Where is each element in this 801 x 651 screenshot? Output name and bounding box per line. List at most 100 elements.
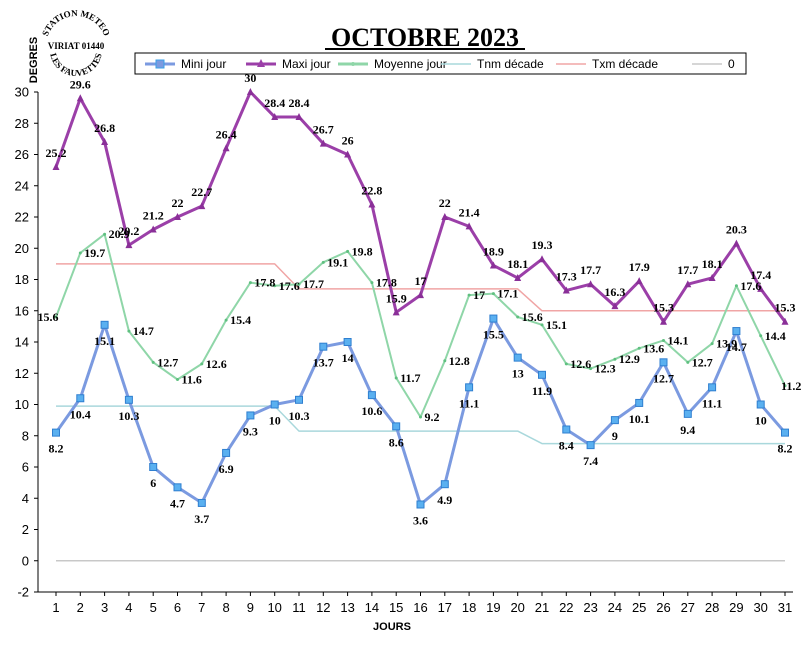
label-moyenne-5: 12.7 (157, 355, 178, 369)
x-axis-title: JOURS (373, 621, 411, 633)
marker-moyenne-28 (710, 342, 714, 346)
label-maxi-4: 20.2 (118, 224, 139, 238)
legend-label-3: Tnm décade (477, 57, 544, 71)
label-maxi-25: 17.9 (629, 260, 650, 274)
label-maxi-2: 29.6 (70, 77, 91, 91)
label-moyenne-19: 17.1 (497, 287, 518, 301)
x-tick-label: 9 (247, 600, 254, 615)
marker-maxi-28 (708, 273, 716, 281)
marker-maxi-26 (660, 317, 667, 325)
y-tick-label: 12 (15, 366, 29, 381)
x-tick-label: 5 (150, 600, 157, 615)
marker-moyenne-5 (151, 360, 155, 364)
label-moyenne-20: 15.6 (522, 310, 543, 324)
label-maxi-14: 22.8 (361, 184, 382, 198)
legend-label-1: Maxi jour (282, 57, 331, 71)
x-tick-label: 13 (340, 600, 354, 615)
marker-moyenne-12 (321, 260, 325, 264)
y-tick-label: 6 (22, 460, 29, 475)
y-tick-label: 4 (22, 491, 29, 506)
label-mini-15: 8.6 (389, 435, 404, 449)
label-maxi-12: 26.7 (313, 123, 334, 137)
marker-mini-22 (562, 425, 571, 434)
legend-marker-0 (155, 59, 165, 69)
label-mini-21: 11.9 (532, 384, 552, 398)
marker-mini-21 (538, 370, 546, 379)
marker-moyenne-26 (662, 338, 665, 342)
marker-maxi-1 (52, 163, 60, 170)
y-tick-label: 2 (22, 522, 29, 537)
x-tick-label: 20 (510, 600, 524, 615)
x-tick-label: 3 (101, 600, 108, 615)
marker-moyenne-22 (564, 362, 568, 366)
x-tick-label: 4 (125, 600, 132, 615)
label-mini-25: 10.1 (629, 412, 650, 426)
marker-moyenne-14 (370, 281, 374, 285)
marker-mini-13 (343, 338, 352, 346)
label-mini-4: 10.3 (118, 409, 139, 423)
marker-moyenne-31 (783, 384, 787, 388)
label-mini-22: 8.4 (559, 439, 574, 453)
y-tick-label: 22 (15, 210, 29, 225)
label-mini-2: 10.4 (70, 407, 91, 421)
label-mini-17: 4.9 (437, 493, 452, 507)
marker-moyenne-19 (491, 292, 495, 296)
marker-moyenne-1 (54, 315, 58, 319)
marker-maxi-3 (101, 138, 109, 145)
marker-moyenne-10 (273, 284, 277, 288)
x-tick-label: 31 (778, 600, 792, 615)
marker-maxi-7 (198, 202, 206, 210)
marker-mini-2 (76, 394, 85, 403)
label-moyenne-14: 17.8 (376, 276, 397, 290)
marker-maxi-29 (732, 239, 740, 247)
marker-moyenne-9 (248, 281, 252, 285)
label-maxi-9: 30 (244, 71, 256, 85)
label-moyenne-10: 17.6 (279, 279, 300, 293)
label-mini-8: 6.9 (219, 462, 234, 476)
label-maxi-15: 15.9 (386, 291, 407, 305)
label-maxi-3: 26.8 (94, 121, 115, 135)
label-moyenne-12: 19.1 (327, 255, 348, 269)
label-moyenne-27: 12.7 (692, 355, 713, 369)
label-maxi-28: 18.1 (702, 257, 723, 271)
label-maxi-31: 15.3 (775, 301, 796, 315)
marker-mini-5 (149, 463, 158, 471)
x-tick-label: 28 (705, 600, 719, 615)
marker-mini-3 (100, 320, 109, 329)
legend-marker-2 (351, 62, 355, 66)
label-mini-1: 8.2 (49, 442, 64, 456)
marker-moyenne-3 (103, 232, 107, 236)
marker-mini-18 (465, 383, 474, 392)
label-maxi-8: 26.4 (216, 127, 237, 141)
x-tick-label: 12 (316, 600, 330, 615)
y-tick-label: 14 (15, 335, 29, 350)
x-tick-label: 23 (583, 600, 597, 615)
series-markers (52, 88, 789, 509)
label-moyenne-28: 13.9 (716, 337, 737, 351)
marker-maxi-13 (344, 150, 352, 158)
marker-moyenne-4 (127, 329, 131, 333)
marker-mini-16 (416, 500, 425, 509)
marker-maxi-19 (489, 261, 497, 269)
marker-moyenne-20 (516, 315, 520, 319)
marker-moyenne-6 (176, 378, 179, 381)
marker-mini-26 (659, 358, 668, 367)
marker-maxi-25 (635, 277, 643, 285)
label-mini-7: 3.7 (194, 512, 209, 526)
marker-mini-14 (367, 391, 376, 400)
marker-mini-1 (52, 428, 60, 437)
chart-title: OCTOBRE 2023 (331, 23, 519, 52)
x-tick-label: 27 (681, 600, 695, 615)
marker-mini-11 (295, 395, 303, 404)
label-maxi-6: 22 (172, 196, 184, 210)
y-tick-label: 24 (15, 178, 29, 193)
marker-maxi-20 (514, 273, 522, 281)
label-mini-12: 13.7 (313, 356, 334, 370)
marker-moyenne-24 (613, 357, 617, 361)
marker-mini-31 (781, 428, 789, 437)
x-tick-label: 29 (729, 600, 743, 615)
marker-moyenne-23 (589, 367, 593, 371)
marker-mini-19 (489, 314, 498, 323)
marker-moyenne-17 (443, 359, 447, 363)
